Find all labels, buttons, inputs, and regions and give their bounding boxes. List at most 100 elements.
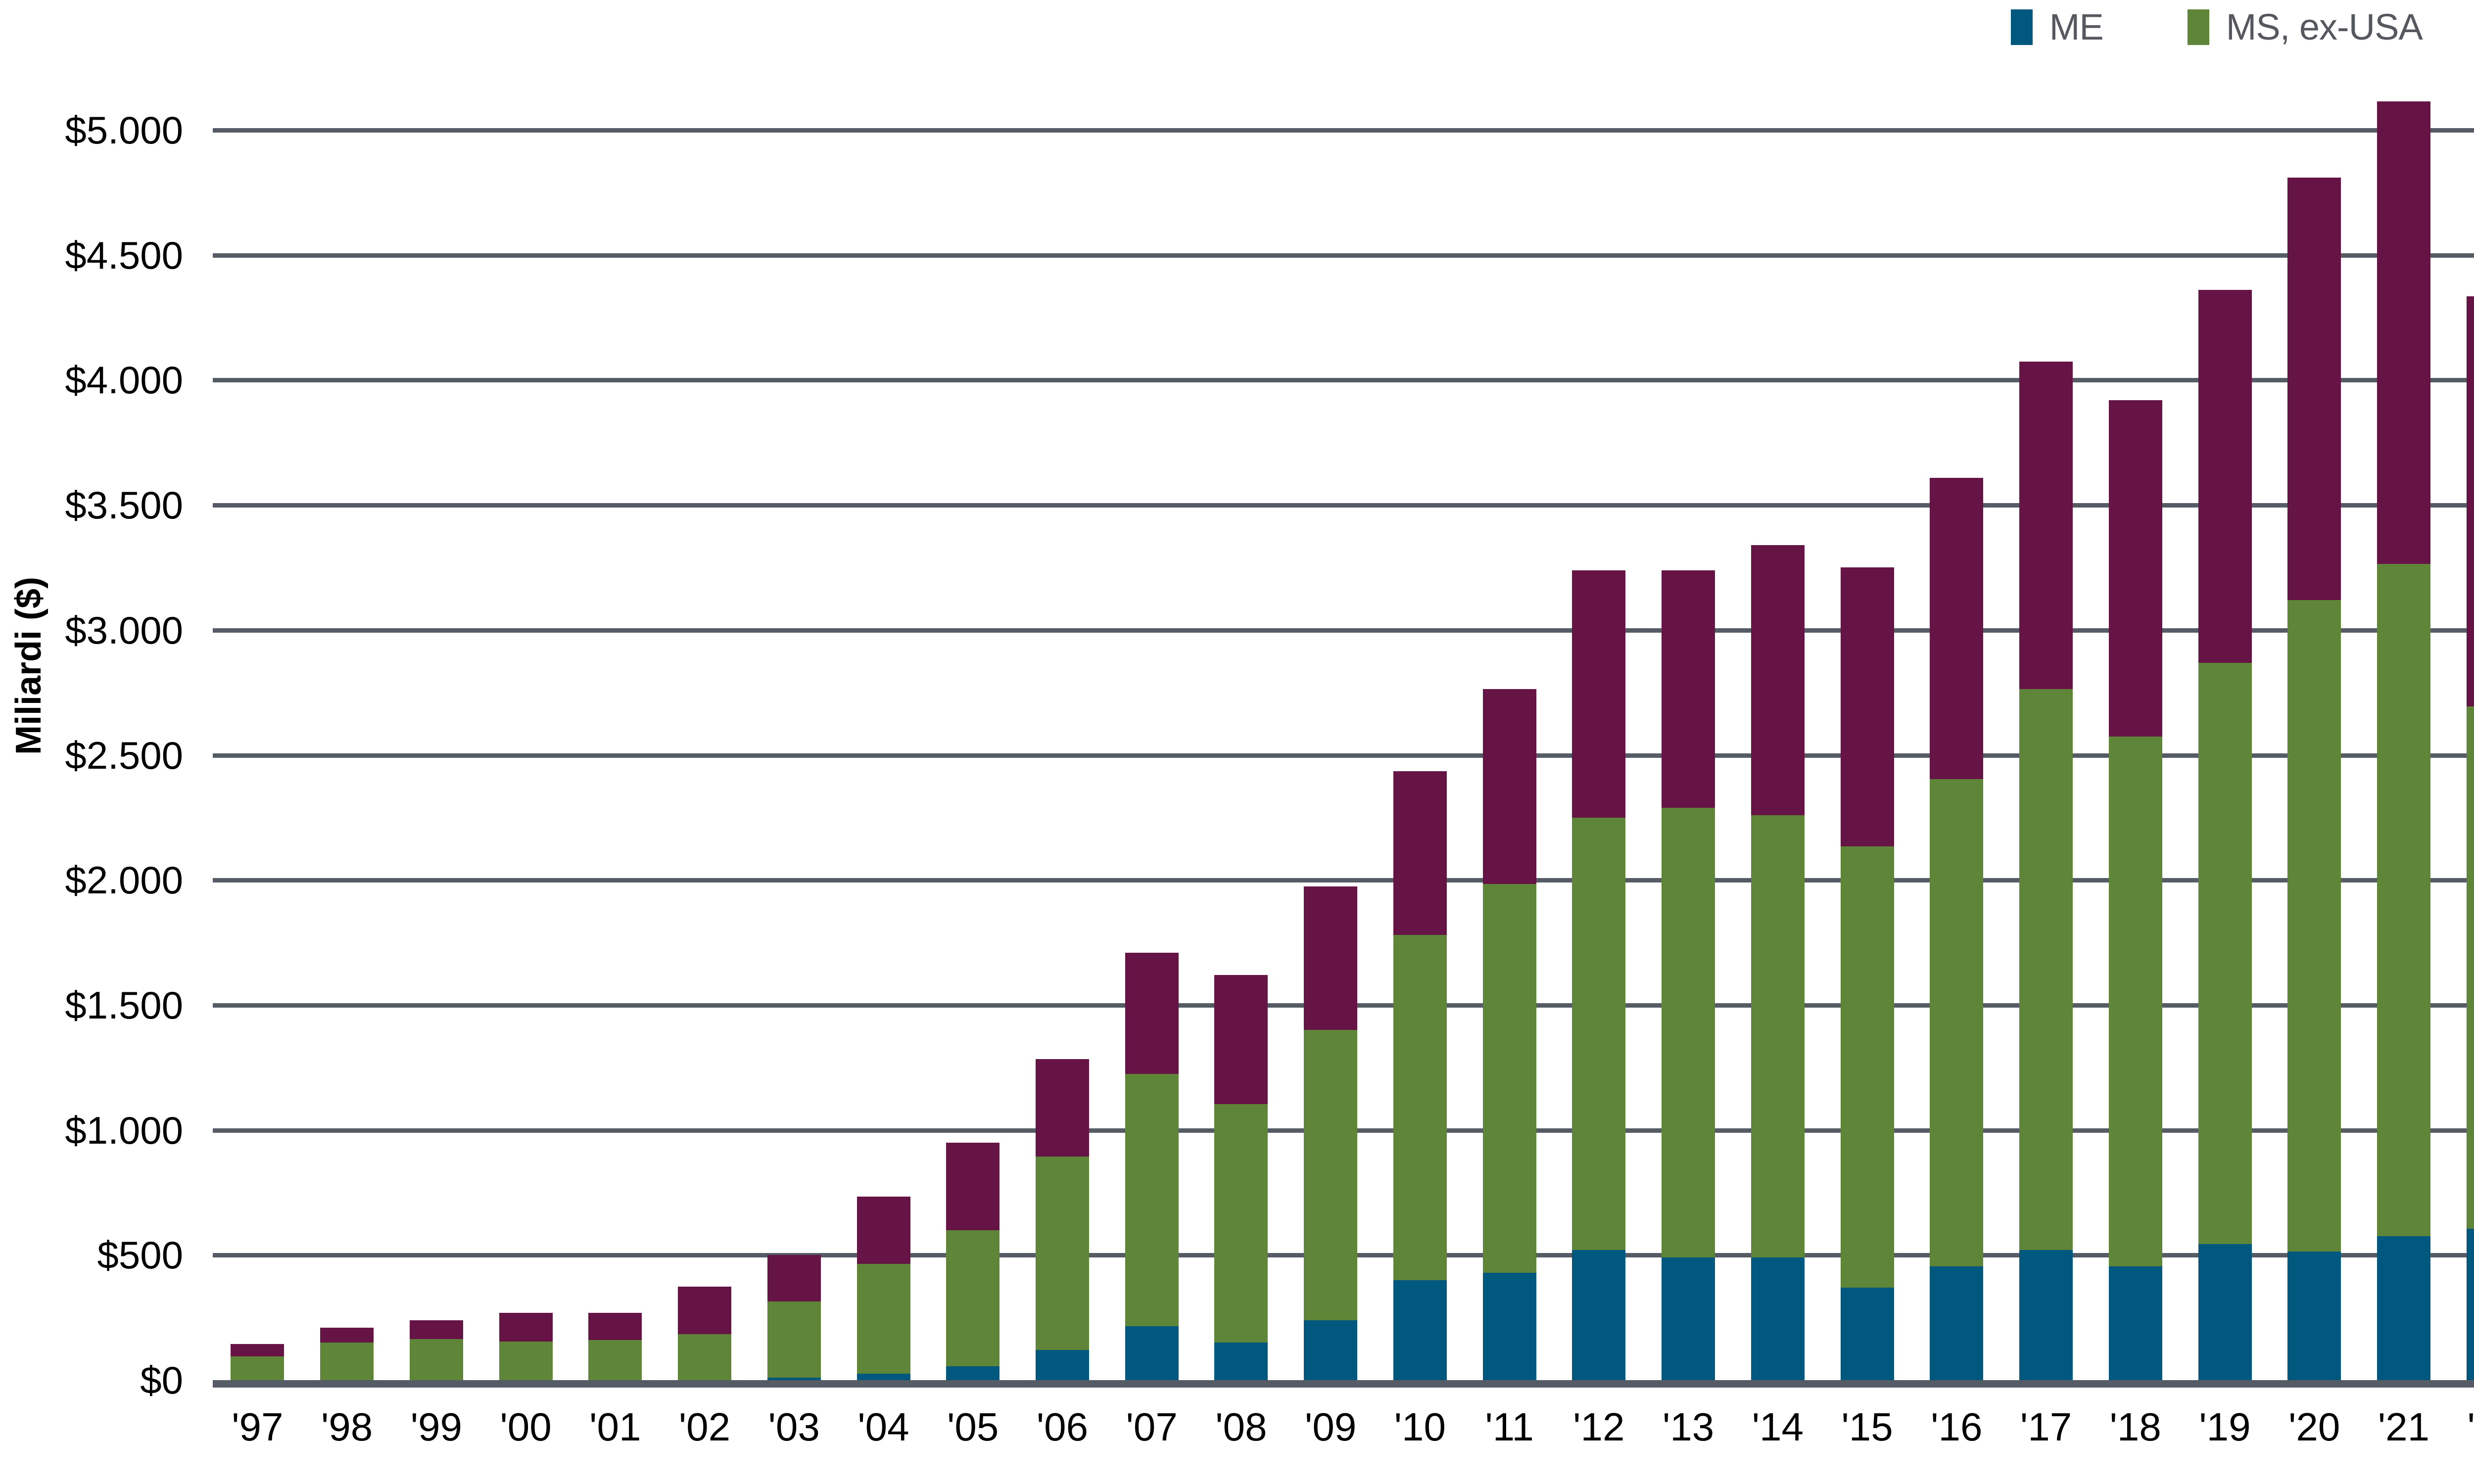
bar-segment-ms-ex-usa[interactable] <box>1035 1156 1089 1350</box>
bar-segment-usa[interactable] <box>1304 886 1358 1030</box>
bar-segment-usa[interactable] <box>1930 477 1984 779</box>
bar-segment-usa[interactable] <box>1572 570 1626 818</box>
bar-stack[interactable] <box>588 1312 642 1380</box>
bar-segment-ms-ex-usa[interactable] <box>2287 600 2341 1252</box>
bar-segment-usa[interactable] <box>2108 400 2162 737</box>
bar-stack[interactable] <box>1035 1059 1089 1380</box>
bar-segment-me[interactable] <box>1125 1326 1179 1380</box>
bar-stack[interactable] <box>1662 570 1715 1380</box>
bar-stack[interactable] <box>767 1255 821 1380</box>
bar-stack[interactable] <box>1304 886 1358 1380</box>
bar-segment-ms-ex-usa[interactable] <box>588 1340 642 1380</box>
bar-segment-ms-ex-usa[interactable] <box>499 1341 553 1380</box>
bar-segment-me[interactable] <box>2198 1244 2252 1380</box>
bar-segment-me[interactable] <box>1662 1257 1715 1380</box>
bar-segment-usa[interactable] <box>767 1255 821 1301</box>
bar-segment-usa[interactable] <box>1125 952 1179 1074</box>
bar-segment-ms-ex-usa[interactable] <box>2019 689 2073 1251</box>
bar-column[interactable] <box>2001 130 2091 1380</box>
bar-segment-usa[interactable] <box>2198 290 2252 663</box>
bar-segment-me[interactable] <box>1214 1343 1268 1380</box>
bar-segment-me[interactable] <box>2019 1250 2073 1380</box>
bar-segment-usa[interactable] <box>231 1344 285 1356</box>
bar-stack[interactable] <box>2198 290 2252 1380</box>
bar-column[interactable] <box>391 130 481 1380</box>
bar-segment-usa[interactable] <box>946 1142 1000 1230</box>
bar-segment-me[interactable] <box>1572 1250 1626 1380</box>
bar-stack[interactable] <box>946 1142 1000 1380</box>
bar-column[interactable] <box>1465 130 1554 1380</box>
bar-segment-ms-ex-usa[interactable] <box>856 1264 910 1374</box>
bar-segment-ms-ex-usa[interactable] <box>2198 662 2252 1244</box>
bar-segment-usa[interactable] <box>1214 975 1268 1104</box>
bar-stack[interactable] <box>1930 477 1984 1380</box>
bar-segment-ms-ex-usa[interactable] <box>946 1230 1000 1367</box>
bar-segment-usa[interactable] <box>2377 101 2430 564</box>
bar-segment-me[interactable] <box>2108 1266 2162 1380</box>
bar-stack[interactable] <box>1214 975 1268 1380</box>
bar-segment-usa[interactable] <box>856 1196 910 1264</box>
bar-column[interactable] <box>302 130 392 1380</box>
bar-segment-me[interactable] <box>767 1377 821 1380</box>
bar-column[interactable] <box>2359 101 2449 1380</box>
bar-segment-me[interactable] <box>2287 1251 2341 1380</box>
bar-segment-usa[interactable] <box>588 1312 642 1341</box>
bar-stack[interactable] <box>2108 400 2162 1380</box>
bar-stack[interactable] <box>2287 178 2341 1380</box>
bar-segment-me[interactable] <box>1482 1272 1536 1380</box>
bar-stack[interactable] <box>409 1320 463 1380</box>
bar-segment-me[interactable] <box>1930 1266 1984 1380</box>
bar-column[interactable] <box>1912 130 2001 1380</box>
bar-column[interactable] <box>1196 130 1286 1380</box>
bar-segment-usa[interactable] <box>1840 567 1894 846</box>
bar-column[interactable] <box>1733 130 1822 1380</box>
bar-segment-ms-ex-usa[interactable] <box>1572 817 1626 1251</box>
bar-segment-ms-ex-usa[interactable] <box>231 1356 285 1380</box>
bar-segment-ms-ex-usa[interactable] <box>2466 706 2474 1229</box>
bar-column[interactable] <box>2270 130 2359 1380</box>
bar-segment-me[interactable] <box>1751 1257 1805 1380</box>
bar-segment-ms-ex-usa[interactable] <box>1751 815 1805 1258</box>
bar-segment-me[interactable] <box>1840 1288 1894 1380</box>
bar-segment-usa[interactable] <box>2287 178 2341 601</box>
bar-stack[interactable] <box>2019 361 2073 1380</box>
bar-segment-usa[interactable] <box>499 1312 553 1342</box>
bar-segment-usa[interactable] <box>320 1327 374 1343</box>
bar-stack[interactable] <box>1482 689 1536 1380</box>
bar-segment-ms-ex-usa[interactable] <box>1214 1104 1268 1343</box>
bar-segment-ms-ex-usa[interactable] <box>678 1334 732 1380</box>
legend-item-me[interactable]: ME <box>2010 9 2104 46</box>
bar-stack[interactable] <box>320 1327 374 1380</box>
bar-column[interactable] <box>660 130 750 1380</box>
bar-segment-me[interactable] <box>1393 1280 1447 1380</box>
bar-segment-ms-ex-usa[interactable] <box>1840 846 1894 1288</box>
bar-column[interactable] <box>2180 130 2270 1380</box>
bar-column[interactable] <box>1286 130 1376 1380</box>
bar-stack[interactable] <box>856 1196 910 1380</box>
bar-segment-usa[interactable] <box>1751 545 1805 815</box>
bar-stack[interactable] <box>1125 952 1179 1380</box>
bar-column[interactable] <box>571 130 660 1380</box>
bar-column[interactable] <box>213 130 302 1380</box>
bar-column[interactable] <box>839 130 928 1380</box>
bar-stack[interactable] <box>1393 771 1447 1380</box>
bar-segment-me[interactable] <box>946 1366 1000 1380</box>
bar-segment-me[interactable] <box>856 1374 910 1380</box>
bar-stack[interactable] <box>1840 567 1894 1380</box>
bar-segment-usa[interactable] <box>2019 361 2073 689</box>
bar-segment-ms-ex-usa[interactable] <box>767 1301 821 1378</box>
bar-segment-usa[interactable] <box>678 1286 732 1334</box>
bar-column[interactable] <box>928 130 1018 1380</box>
bar-segment-ms-ex-usa[interactable] <box>1393 935 1447 1280</box>
bar-segment-ms-ex-usa[interactable] <box>2108 736 2162 1267</box>
bar-segment-ms-ex-usa[interactable] <box>1304 1030 1358 1320</box>
bar-segment-me[interactable] <box>2466 1229 2474 1380</box>
bar-segment-ms-ex-usa[interactable] <box>1662 807 1715 1258</box>
bar-column[interactable] <box>1822 130 1912 1380</box>
bar-column[interactable] <box>1376 130 1465 1380</box>
bar-segment-usa[interactable] <box>1393 771 1447 935</box>
bar-segment-me[interactable] <box>2377 1236 2430 1380</box>
bar-stack[interactable] <box>2466 296 2474 1380</box>
bar-segment-me[interactable] <box>1035 1350 1089 1380</box>
bar-column[interactable] <box>1644 130 1733 1380</box>
